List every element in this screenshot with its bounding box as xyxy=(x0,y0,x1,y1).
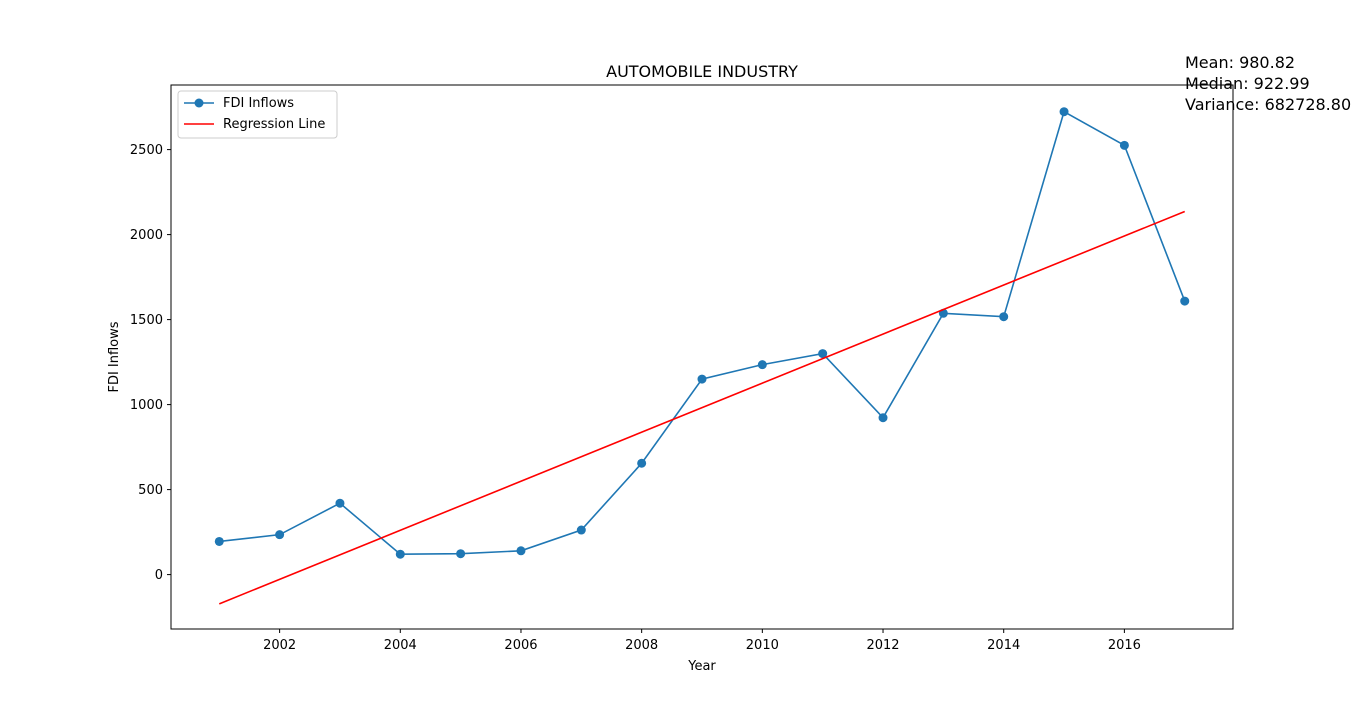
x-axis-label: Year xyxy=(687,659,716,674)
legend: FDI Inflows Regression Line xyxy=(177,90,338,139)
x-tick-label: 2014 xyxy=(987,638,1020,653)
data-point-fdi-inflows xyxy=(637,458,647,468)
data-point-fdi-inflows xyxy=(878,413,888,423)
y-tick-label: 500 xyxy=(138,483,163,498)
x-tick-label: 2008 xyxy=(625,638,658,653)
y-tick-label: 1500 xyxy=(130,313,163,328)
data-point-fdi-inflows xyxy=(275,530,285,540)
data-point-fdi-inflows xyxy=(1119,140,1129,150)
data-point-fdi-inflows xyxy=(999,312,1009,322)
y-tick-label: 2500 xyxy=(130,143,163,158)
x-tick-label: 2010 xyxy=(746,638,779,653)
y-axis-label: FDI Inflows xyxy=(107,321,122,392)
x-tick-label: 2016 xyxy=(1108,638,1141,653)
data-point-fdi-inflows xyxy=(1059,107,1069,117)
data-point-fdi-inflows xyxy=(757,360,767,370)
legend-label-fdi-inflows: FDI Inflows xyxy=(223,96,294,111)
plot-area: 2002 2004 2006 2008 2010 2012 2014 2016 0 500 1000… xyxy=(130,84,1234,653)
data-point-fdi-inflows xyxy=(395,549,405,559)
legend-label-regression-line: Regression Line xyxy=(223,117,325,132)
data-point-fdi-inflows xyxy=(516,546,526,556)
data-point-fdi-inflows xyxy=(818,349,828,359)
legend-marker-fdi-inflows xyxy=(194,98,204,108)
stats-annotation: Mean: 980.82 Median: 922.99 Variance: 68… xyxy=(1185,53,1351,114)
y-tick-label: 0 xyxy=(155,568,163,583)
stats-median: Median: 922.99 xyxy=(1185,74,1310,93)
stats-mean: Mean: 980.82 xyxy=(1185,53,1295,72)
x-tick-label: 2012 xyxy=(866,638,899,653)
data-point-fdi-inflows xyxy=(335,498,345,508)
data-point-fdi-inflows xyxy=(576,525,586,535)
y-tick-label: 1000 xyxy=(130,398,163,413)
x-tick-label: 2006 xyxy=(504,638,537,653)
x-tick-label: 2004 xyxy=(384,638,417,653)
x-tick-label: 2002 xyxy=(263,638,296,653)
data-point-fdi-inflows xyxy=(214,536,224,546)
data-point-fdi-inflows xyxy=(697,374,707,384)
series-line-regression-line xyxy=(218,210,1186,605)
chart-title: AUTOMOBILE INDUSTRY xyxy=(606,62,798,81)
data-point-fdi-inflows xyxy=(456,549,466,559)
plot-frame xyxy=(170,84,1234,630)
legend-box xyxy=(177,90,338,139)
data-point-fdi-inflows xyxy=(1180,296,1190,306)
y-tick-label: 2000 xyxy=(130,228,163,243)
stats-variance: Variance: 682728.80 xyxy=(1185,95,1351,114)
